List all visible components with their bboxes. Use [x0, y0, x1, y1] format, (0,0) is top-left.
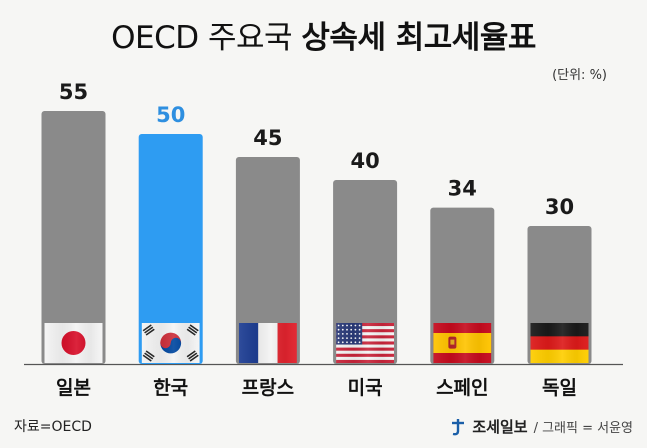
category-label: 한국 [153, 377, 188, 399]
bar-미국 [333, 180, 398, 364]
title-emphasis: 상속세 최고세율표 [301, 20, 536, 56]
category-label: 독일 [542, 377, 577, 399]
spain-flag [433, 323, 492, 363]
bar-한국 [138, 134, 203, 364]
category-label: 스페인 [436, 377, 488, 399]
value-label: 40 [350, 149, 379, 173]
brand-name: 조세일보 [472, 418, 528, 436]
category-label: 미국 [348, 377, 383, 399]
value-label: 30 [545, 195, 574, 219]
category-label: 일본 [56, 377, 91, 399]
category-label: 프랑스 [242, 377, 294, 399]
unit-label: (단위: %) [552, 68, 607, 83]
germany-flag [530, 323, 589, 363]
value-label: 45 [253, 126, 282, 150]
korea-flag [141, 323, 200, 363]
source-note: 자료=OECD [14, 419, 92, 435]
value-label: 50 [156, 103, 185, 127]
value-label: 55 [59, 80, 88, 104]
value-label: 34 [448, 177, 477, 201]
credit-line: 조세일보 / 그래픽 = 서윤영 [450, 416, 633, 437]
chart-title: OECD 주요국 상속세 최고세율표 [0, 12, 647, 57]
title-prefix: OECD 주요국 [111, 20, 293, 56]
japan-flag [44, 323, 103, 363]
bar-일본 [41, 111, 106, 364]
graphic-credit: / 그래픽 = 서윤영 [533, 421, 633, 436]
bar-프랑스 [235, 157, 300, 364]
brand-logo-icon [452, 418, 465, 435]
usa-flag [336, 323, 395, 363]
france-flag [238, 323, 297, 363]
